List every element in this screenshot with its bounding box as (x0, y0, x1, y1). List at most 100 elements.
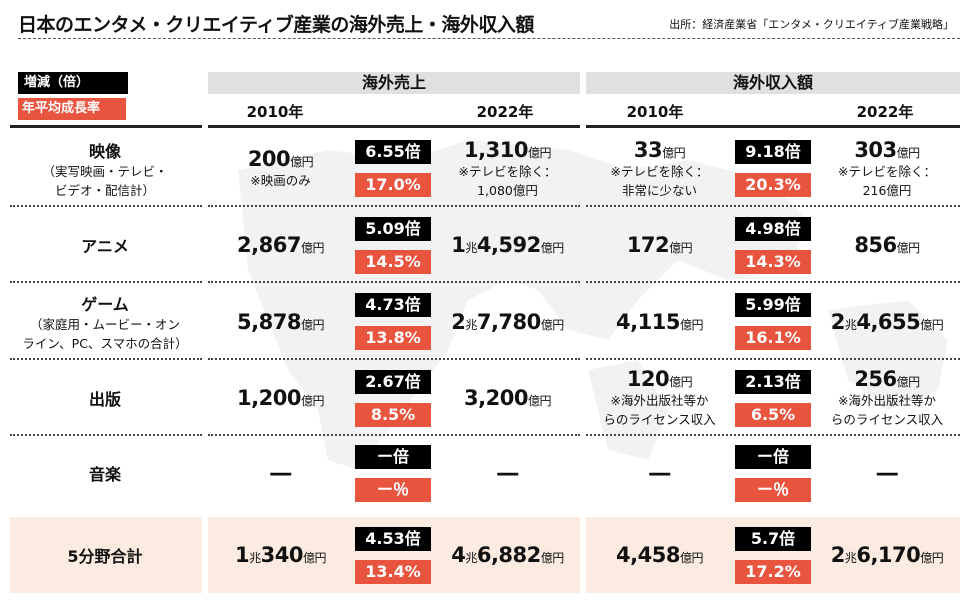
sales-2022-cell: 1,310億円 ※テレビを除く： 1,080億円 (435, 130, 580, 207)
value: 4兆6,882億円 (451, 543, 564, 567)
unit: 億円 (302, 551, 327, 565)
value-prefix: 2 (830, 543, 846, 567)
unit: 億円 (300, 317, 325, 332)
sales-2010-cell: 2,867億円 (208, 207, 353, 283)
unit: 億円 (527, 145, 552, 160)
value: 2兆7,780億円 (451, 310, 564, 334)
note-line: ※映画のみ (250, 173, 311, 188)
sales-2022-cell: 4兆6,882億円 (435, 517, 580, 593)
sales-2010-cell: ― (208, 436, 353, 510)
table-row: 音楽 ― ー倍 ー％ ― ― ー倍 ー％ ― (0, 436, 968, 510)
category-name: 音楽 (88, 465, 121, 484)
row-divider (586, 358, 960, 360)
sales-2022-cell: ― (435, 436, 580, 510)
unit: 億円 (540, 317, 565, 332)
sales-2010-cell: 1兆340億円 (208, 517, 353, 593)
unit: 億円 (920, 551, 944, 565)
multiplier-badge: 2.67倍 (355, 369, 431, 394)
unit: 億円 (300, 394, 325, 408)
total-row-bg (10, 517, 202, 593)
value: ― (270, 461, 291, 485)
growth-badges: 5.09倍 14.5% (355, 207, 431, 283)
note: ※テレビを除く： 1,080億円 (459, 162, 557, 200)
value: ― (649, 461, 670, 485)
growth-badges: 2.67倍 8.5% (355, 360, 431, 436)
category-note: （家庭用・ムービー・オン ライン、PC、スマホの合計） (22, 315, 187, 353)
year-label: 2022年 (856, 103, 914, 121)
income-2010-cell: 172億円 (586, 207, 733, 283)
value: 1兆4,592億円 (451, 233, 564, 257)
sales-2022-cell: 3,200億円 (435, 360, 580, 436)
note: ※テレビを除く： 非常に少ない (611, 162, 709, 200)
table-row: アニメ 2,867億円 5.09倍 14.5% 1兆4,592億円 172億円 4.98倍 1… (0, 207, 968, 283)
source-note: 出所：経済産業省「エンタメ・クリエイティブ産業戦略」 (669, 18, 954, 31)
value-main: ― (649, 461, 670, 485)
value: 3,200億円 (464, 386, 551, 410)
value: 5,878億円 (237, 310, 324, 334)
value-main: 1,310 (464, 137, 528, 162)
value-main: 5,878 (237, 309, 301, 334)
unit: 億円 (300, 241, 325, 255)
value: 200億円 (248, 147, 314, 171)
row-divider (586, 281, 960, 283)
row-divider (208, 434, 580, 436)
divider (18, 38, 960, 39)
value: 172億円 (627, 233, 693, 257)
cagr-badge: 16.1% (735, 326, 811, 350)
unit: 億円 (679, 551, 704, 565)
value-main: ― (876, 461, 898, 485)
note-line: （家庭用・ムービー・オン (29, 316, 180, 332)
value-main: 6,170 (856, 543, 921, 567)
unit: 億円 (662, 145, 686, 160)
unit: 億円 (896, 145, 921, 160)
category-name: 5分野合計 (67, 547, 143, 566)
income-2010-cell: ― (586, 436, 733, 510)
income-2010-cell: 120億円 ※海外出版社等か らのライセンス収入 (586, 360, 733, 436)
value-main: 6,882 (476, 543, 541, 567)
value-main: ― (270, 461, 291, 485)
note-line: 1,080億円 (477, 182, 538, 198)
income-2022-cell: 2兆4,655億円 (812, 283, 962, 360)
note-line: 非常に少ない (621, 182, 697, 198)
growth-badges: 4.53倍 13.4% (355, 517, 431, 593)
cagr-badge: 14.3% (735, 249, 811, 274)
category: ゲーム （家庭用・ムービー・オン ライン、PC、スマホの合計） (10, 283, 200, 360)
value-main: 3,200 (464, 386, 528, 410)
cagr-badge: ー％ (735, 477, 811, 502)
value-main: 33 (633, 137, 663, 162)
note-line: らのライセンス収入 (830, 412, 944, 427)
cagr-badge: 13.4% (355, 559, 431, 584)
unit: 億円 (290, 155, 314, 169)
value-main: 7,780 (476, 309, 541, 334)
category-name: 映像 (88, 141, 121, 161)
income-2010-cell: 33億円 ※テレビを除く： 非常に少ない (586, 130, 733, 207)
cagr-badge: 13.8% (355, 326, 431, 350)
cagr-badge: 17.0% (355, 173, 431, 197)
income-2010-cell: 4,458億円 (586, 517, 733, 593)
multiplier-badge: 4.53倍 (355, 526, 431, 551)
unit-cho: 兆 (844, 317, 857, 332)
value: 4,458億円 (616, 543, 703, 567)
cagr-badge: ー％ (355, 477, 431, 502)
growth-badges: 4.73倍 13.8% (355, 283, 431, 360)
note-line: ※海外出版社等か (838, 393, 936, 408)
note-line: ※テレビを除く： (458, 163, 557, 179)
cagr-badge: 8.5% (355, 402, 431, 427)
sales-2022-cell: 1兆4,592億円 (435, 207, 580, 283)
growth-badges: 5.7倍 17.2% (735, 517, 811, 593)
section-header-sales: 海外売上 (208, 72, 580, 94)
multiplier-badge: 5.09倍 (355, 216, 431, 241)
value: 2兆6,170億円 (831, 543, 944, 567)
table-row: 出版 1,200億円 2.67倍 8.5% 3,200億円 120億円 ※海外出版社等か らの… (0, 360, 968, 436)
value: 256億円 (854, 367, 920, 391)
note: ※テレビを除く： 216億円 (838, 162, 936, 200)
value-main: 120 (626, 367, 670, 391)
row-divider (10, 358, 202, 360)
note: ※海外出版社等か らのライセンス収入 (603, 391, 715, 429)
unit: 億円 (527, 394, 552, 408)
value-prefix: 2 (830, 309, 846, 334)
unit-cho: 兆 (465, 551, 477, 565)
value-prefix: 1 (235, 543, 250, 567)
note-line: ※海外出版社等か (610, 393, 709, 408)
value-prefix: 4 (451, 543, 466, 567)
